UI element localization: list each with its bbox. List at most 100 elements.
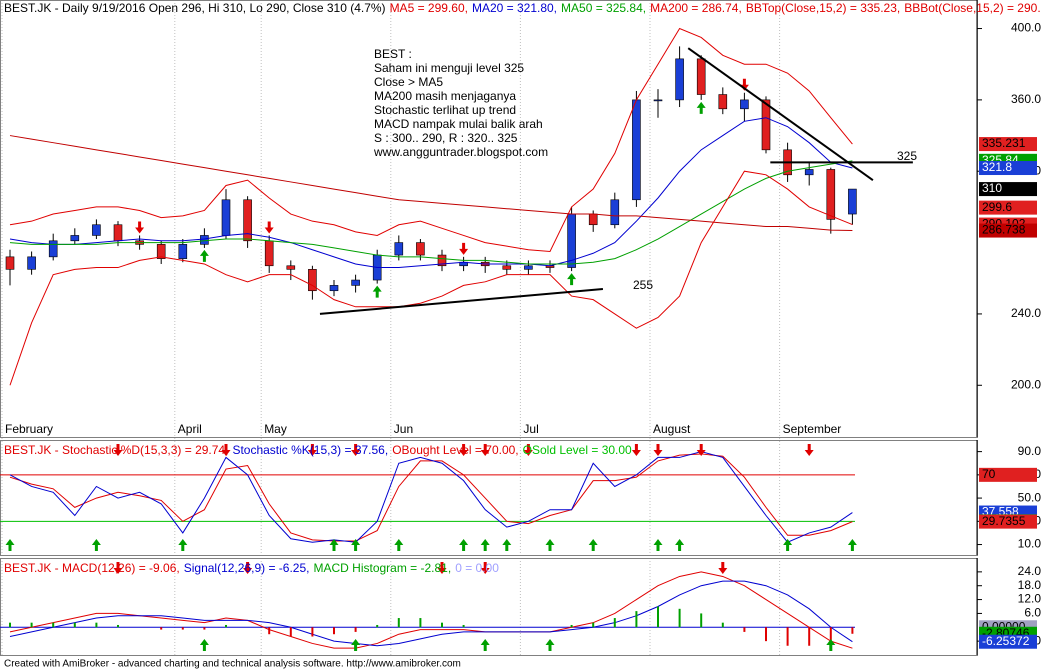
- header-item: BEST.JK - Stochastic %D(15,3,3) = 29.74,: [4, 443, 228, 457]
- header-item: MA5 = 299.60,: [390, 1, 468, 15]
- value-badge: [979, 467, 1037, 482]
- sell-arrow: [221, 444, 231, 456]
- y-tick-label: 18.0: [1018, 578, 1042, 592]
- y-tick-label: 400.0: [1011, 21, 1041, 35]
- sell-arrow: [351, 444, 361, 456]
- sell-arrow: [459, 242, 469, 255]
- candle-body: [264, 240, 274, 267]
- sell-arrow: [135, 221, 145, 234]
- value-badge: [979, 634, 1037, 649]
- candle-body: [178, 244, 188, 259]
- sell-arrow: [480, 562, 490, 574]
- sell-arrow: [113, 444, 123, 456]
- note-line: BEST :: [374, 47, 412, 61]
- y-tick-label: 6.0: [1024, 606, 1041, 620]
- annotation: 255: [633, 278, 653, 292]
- candle-body: [588, 213, 598, 226]
- value-badge: [979, 182, 1037, 197]
- y-tick-label: 240.0: [1011, 306, 1041, 320]
- candle-body: [351, 279, 360, 286]
- series-line: [9, 27, 853, 253]
- buy-arrow: [351, 639, 361, 651]
- buy-arrow: [459, 539, 469, 551]
- sell-arrow: [523, 444, 533, 456]
- candle-body: [200, 235, 209, 245]
- sell-arrow: [437, 562, 447, 574]
- header-item: MA50 = 325.84,: [561, 1, 646, 15]
- sell-arrow: [113, 562, 123, 574]
- buy-arrow: [567, 273, 577, 286]
- trendline: [319, 287, 604, 315]
- series-line: [9, 451, 853, 543]
- buy-arrow: [199, 639, 209, 651]
- value-badge-label: 70: [982, 467, 996, 481]
- candle-body: [437, 254, 447, 267]
- buy-arrow: [394, 539, 404, 551]
- buy-arrow: [696, 101, 706, 114]
- series-line: [9, 117, 853, 269]
- series-line: [9, 580, 853, 647]
- candle-body: [156, 244, 166, 259]
- header-item: BBBot(Close,15,2) = 290.: [904, 1, 1040, 15]
- candle-body: [308, 269, 317, 292]
- buy-arrow: [588, 539, 598, 551]
- y-tick-label: 360.0: [1011, 92, 1041, 106]
- y-tick-label: 90.0: [1018, 444, 1042, 458]
- candle-body: [826, 169, 836, 220]
- buy-arrow: [847, 539, 857, 551]
- candle-body: [243, 199, 252, 242]
- sell-arrow: [307, 444, 317, 456]
- series-line: [9, 160, 853, 265]
- x-tick-label: September: [783, 422, 842, 436]
- pane-header: BEST.JK - Daily 9/19/2016 Open 296, Hi 3…: [4, 1, 1041, 15]
- note-line: Stochastic terlihat up trend: [374, 103, 516, 117]
- value-badge-label: 310: [982, 181, 1002, 195]
- sell-arrow: [653, 444, 663, 456]
- candle-body: [740, 99, 749, 110]
- footer: Created with AmiBroker - advanced charti…: [4, 659, 461, 670]
- sell-arrow: [264, 221, 274, 234]
- note-line: MA200 masih menjaganya: [374, 89, 516, 103]
- note-line: Close > MA5: [374, 75, 443, 89]
- header-item: BEST.JK - Daily 9/19/2016 Open 296, Hi 3…: [4, 1, 386, 15]
- header-item: OSold Level = 30.00: [523, 443, 632, 457]
- x-tick-label: Jul: [523, 422, 538, 436]
- y-tick-label: 50.0: [1018, 490, 1042, 504]
- x-tick-label: February: [5, 422, 53, 436]
- header-item: OBought Level = 70.00,: [392, 443, 518, 457]
- sell-arrow: [459, 444, 469, 456]
- series-line: [9, 571, 853, 649]
- sell-arrow: [718, 562, 728, 574]
- candle-body: [502, 265, 512, 270]
- header-item: Signal(12,26,9) = -6.25,: [184, 561, 310, 575]
- value-badge: [979, 137, 1037, 152]
- candle-body: [416, 242, 425, 256]
- buy-arrow: [826, 639, 836, 651]
- candle-body: [848, 188, 857, 215]
- x-tick-label: April: [178, 422, 202, 436]
- header-item: BBTop(Close,15,2) = 335.23,: [746, 1, 900, 15]
- trendline: [687, 47, 874, 181]
- candle-body: [5, 256, 15, 270]
- candle-body: [696, 58, 706, 95]
- sell-arrow: [696, 444, 706, 456]
- buy-arrow: [653, 539, 663, 551]
- value-badge-label: 286.738: [982, 223, 1026, 237]
- note-line: Saham ini menguji level 325: [374, 61, 524, 75]
- buy-arrow: [480, 539, 490, 551]
- note-line: MACD nampak mulai balik arah: [374, 117, 543, 131]
- buy-arrow: [91, 539, 101, 551]
- buy-arrow: [351, 539, 361, 551]
- y-tick-label: 200.0: [1011, 377, 1041, 391]
- buy-arrow: [545, 639, 555, 651]
- buy-arrow: [372, 285, 382, 298]
- buy-arrow: [545, 539, 555, 551]
- sell-arrow: [804, 444, 814, 456]
- buy-arrow: [502, 539, 512, 551]
- header-item: Stochastic %K(15,3) = 37.56,: [232, 443, 388, 457]
- note-line: S : 300.. 290, R : 320.. 325: [374, 131, 518, 145]
- candle-body: [804, 169, 814, 176]
- note-line: www.angguntrader.blogspot.com: [373, 145, 548, 159]
- candle-body: [653, 99, 663, 102]
